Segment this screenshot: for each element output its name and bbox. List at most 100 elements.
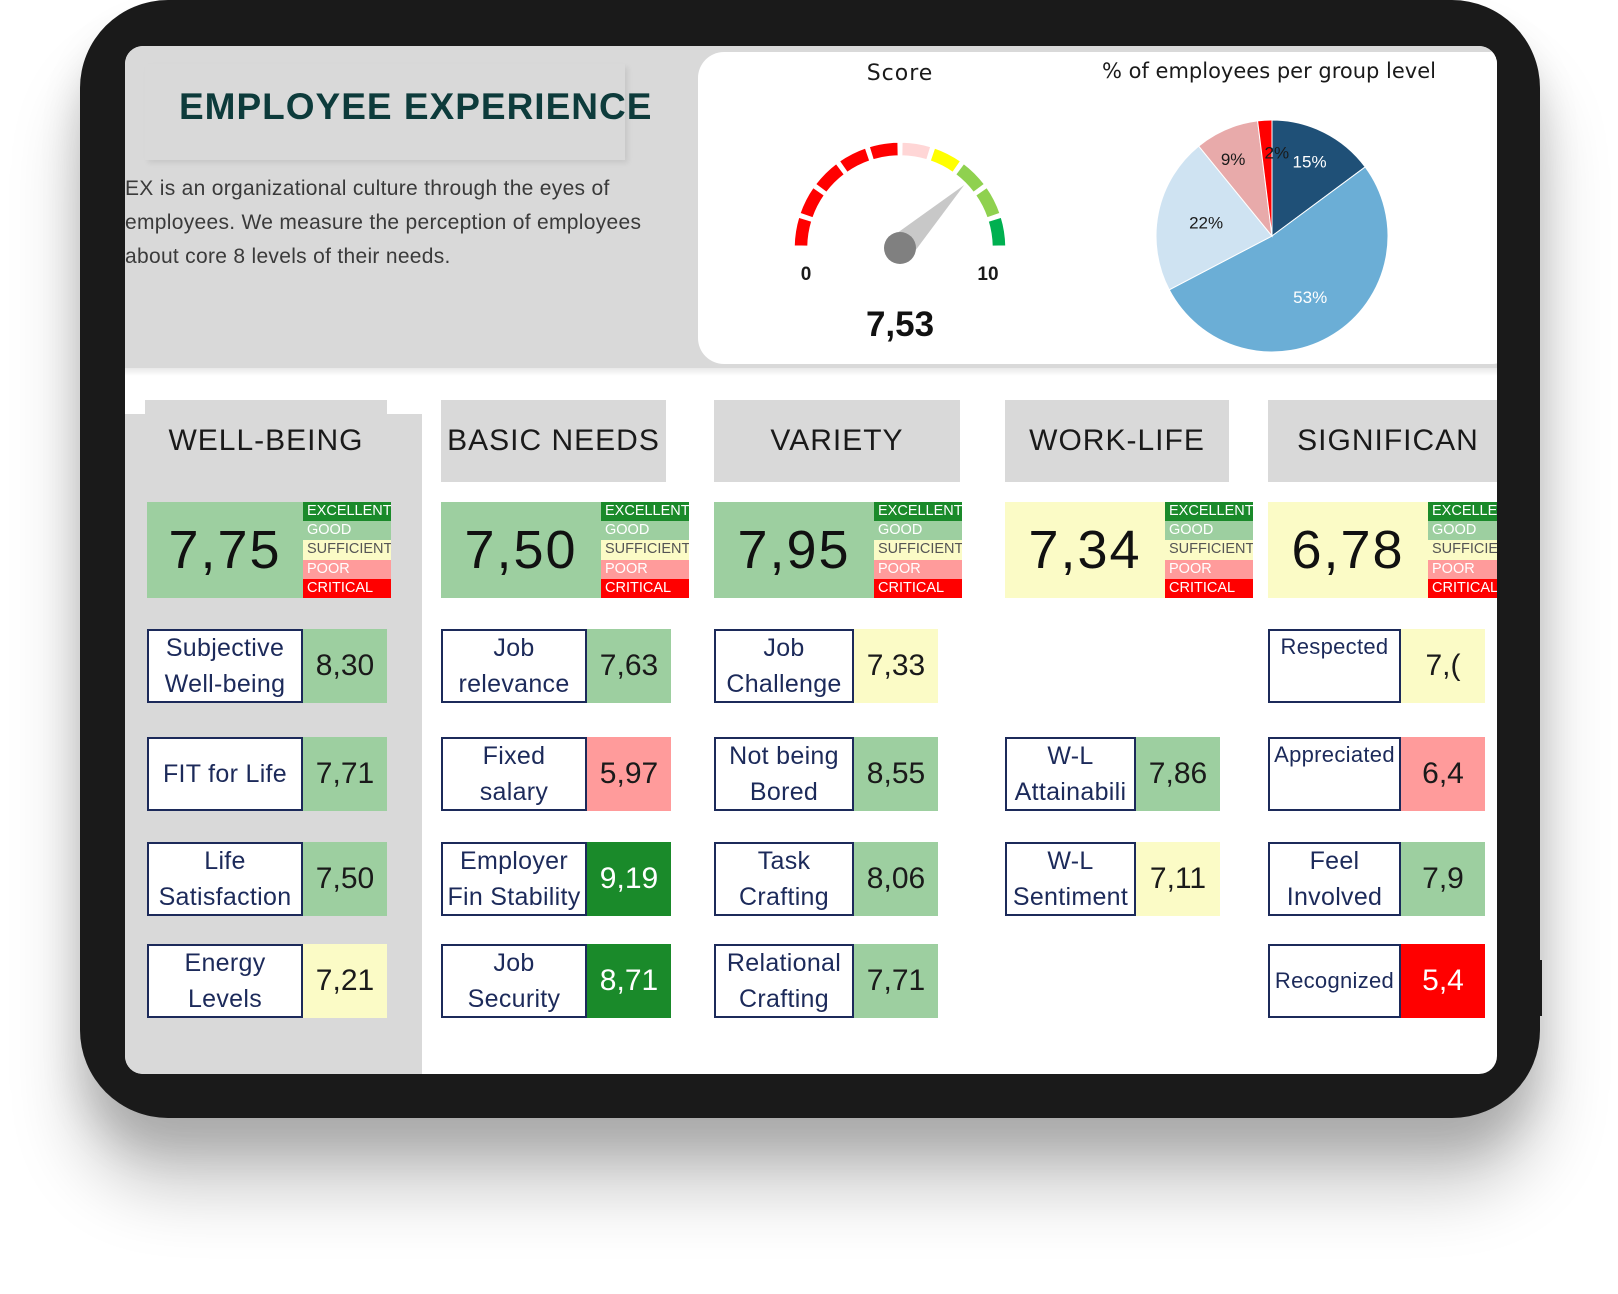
metric-label: Job Security — [441, 944, 587, 1018]
gauge-segment — [868, 141, 900, 161]
category-score: 7,50 — [441, 502, 601, 598]
metric-value: 5,4 — [1401, 944, 1485, 1018]
legend-poor: POOR — [1428, 559, 1497, 579]
metric-label: W-L Sentiment — [1005, 842, 1136, 916]
metric-item: Task Crafting 8,06 — [714, 842, 938, 916]
metric-item: Job Security 8,71 — [441, 944, 671, 1018]
metric-label: Task Crafting — [714, 842, 854, 916]
metric-value: 9,19 — [587, 842, 671, 916]
metric-item: Energy Levels 7,21 — [147, 944, 387, 1018]
metric-item: FIT for Life 7,71 — [147, 737, 387, 811]
legend-excellent: EXCELLENT — [303, 502, 391, 522]
header-shadow — [125, 368, 1497, 376]
metric-label: Feel Involved — [1268, 842, 1401, 916]
metric-value: 7,63 — [587, 629, 671, 703]
page-title: EMPLOYEE EXPERIENCE — [179, 86, 653, 127]
metric-label: Not being Bored — [714, 737, 854, 811]
legend-sufficient: SUFFICIENT — [1165, 540, 1253, 560]
metric-item: Recognized 5,4 — [1268, 944, 1485, 1018]
legend-sufficient: SUFFICIENT — [303, 540, 391, 560]
pie-slice-label: 15% — [1293, 152, 1327, 171]
gauge-min-label: 0 — [801, 264, 812, 285]
metric-label: Life Satisfaction — [147, 842, 303, 916]
metric-value: 7,11 — [1136, 842, 1220, 916]
metric-value: 7,71 — [854, 944, 938, 1018]
metric-value: 8,06 — [854, 842, 938, 916]
metric-value: 7,50 — [303, 842, 387, 916]
category-score-block: 7,34 EXCELLENT GOOD SUFFICIENT POOR CRITICAL — [1005, 502, 1253, 598]
legend-poor: POOR — [874, 559, 962, 579]
category-score-block: 7,95 EXCELLENT GOOD SUFFICIENT POOR CRITICAL — [714, 502, 962, 598]
category-score: 6,78 — [1268, 502, 1428, 598]
category-header-variety: VARIETY — [714, 400, 960, 482]
category-header-significan: SIGNIFICAN — [1268, 400, 1497, 482]
metric-item: Employer Fin Stability 9,19 — [441, 842, 671, 916]
category-header-work-life: WORK-LIFE — [1005, 400, 1229, 482]
metric-value: 7,9 — [1401, 842, 1485, 916]
metric-label: FIT for Life — [147, 737, 303, 811]
metric-label: Recognized — [1268, 944, 1401, 1018]
metric-item: Job relevance 7,63 — [441, 629, 671, 703]
title-box — [145, 64, 625, 160]
metric-value: 7,71 — [303, 737, 387, 811]
pie-chart: 15% 53% 22% 9% 2% — [1155, 119, 1389, 353]
legend-excellent: EXCELLENT — [1428, 502, 1497, 522]
category-score-block: 6,78EXCELLENTGOODSUFFICIENTPOORCRITICAL — [1268, 502, 1497, 598]
metric-label: Energy Levels — [147, 944, 303, 1018]
gauge-segment — [900, 141, 932, 161]
metric-label: W-L Attainabili — [1005, 737, 1136, 811]
legend-critical: CRITICAL — [874, 578, 962, 598]
metric-item: Life Satisfaction 7,50 — [147, 842, 387, 916]
legend-excellent: EXCELLENT — [874, 502, 962, 522]
metric-value: 7,21 — [303, 944, 387, 1018]
metric-value: 8,30 — [303, 629, 387, 703]
metric-value: 6,4 — [1401, 737, 1485, 811]
legend-poor: POOR — [601, 559, 689, 579]
gauge-value: 7,53 — [866, 305, 934, 344]
pie-slice-label: 53% — [1293, 288, 1327, 307]
chart-panel: Score 0 10 7,53 % of employees per group… — [698, 52, 1497, 364]
metric-label: Employer Fin Stability — [441, 842, 587, 916]
bottom-button-right — [1350, 1110, 1400, 1117]
pie-slice — [1155, 145, 1273, 291]
side-button — [1534, 960, 1542, 1016]
category-header-well-being: WELL-BEING — [145, 400, 387, 482]
metric-value: 7,33 — [854, 629, 938, 703]
metric-value: 5,97 — [587, 737, 671, 811]
metric-item: Appreciated 6,4 — [1268, 737, 1485, 811]
legend-critical: CRITICAL — [1428, 578, 1497, 598]
metric-label: Job relevance — [441, 629, 587, 703]
metric-value: 8,71 — [587, 944, 671, 1018]
metric-label: Subjective Well-being — [147, 629, 303, 703]
metric-label: Fixed salary — [441, 737, 587, 811]
metric-item: Not being Bored 8,55 — [714, 737, 938, 811]
legend-excellent: EXCELLENT — [1165, 502, 1253, 522]
pie-slice-label: 2% — [1265, 144, 1290, 163]
legend-sufficient: SUFFICIENT — [601, 540, 689, 560]
legend-good: GOOD — [303, 521, 391, 541]
pie-slice — [1257, 119, 1273, 237]
legend-poor: POOR — [1165, 559, 1253, 579]
metric-label: Relational Crafting — [714, 944, 854, 1018]
gauge-segment — [987, 216, 1007, 248]
legend-sufficient: SUFFICIENT — [874, 540, 962, 560]
gauge-title: Score — [867, 61, 934, 86]
bottom-button-left — [1290, 1110, 1340, 1117]
legend-poor: POOR — [303, 559, 391, 579]
metric-value: 7,86 — [1136, 737, 1220, 811]
pie-title: % of employees per group level — [1102, 59, 1436, 83]
metric-item: Fixed salary 5,97 — [441, 737, 671, 811]
pie-slice — [1271, 119, 1366, 237]
gauge-segment — [954, 162, 986, 194]
pie-slice-label: 9% — [1221, 150, 1246, 169]
legend-excellent: EXCELLENT — [601, 502, 689, 522]
legend-good: GOOD — [601, 521, 689, 541]
metric-item: Job Challenge 7,33 — [714, 629, 938, 703]
category-score: 7,95 — [714, 502, 874, 598]
metric-label: Respected — [1268, 629, 1401, 703]
gauge-segment — [814, 162, 846, 194]
description-text: EX is an organizational culture through … — [125, 177, 642, 268]
